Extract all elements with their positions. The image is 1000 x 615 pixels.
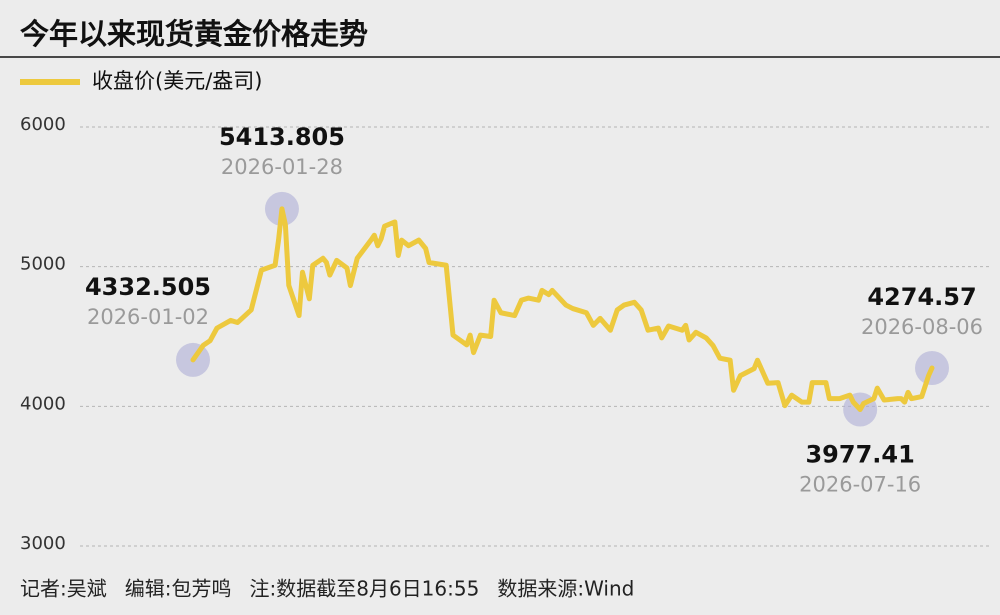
annotation-date: 2026-08-06: [861, 315, 983, 339]
y-tick-label: 6000: [20, 114, 66, 135]
annotation-value: 5413.805: [219, 123, 345, 151]
chart-title: 今年以来现货黄金价格走势: [20, 17, 368, 51]
annotation-date: 2026-01-02: [87, 305, 209, 329]
annotation-date: 2026-01-28: [221, 155, 343, 179]
annotation-date: 2026-07-16: [799, 472, 921, 496]
y-tick-label: 4000: [20, 393, 66, 414]
footer-text: 数据来源:Wind: [497, 577, 634, 601]
annotation-value: 4332.505: [85, 273, 211, 301]
footer-text: 编辑:包芳鸣: [125, 577, 232, 601]
annotation-value: 3977.41: [805, 440, 914, 468]
y-tick-label: 3000: [20, 533, 66, 554]
annotation-value: 4274.57: [867, 283, 976, 311]
price-line: [190, 206, 935, 412]
footer-text: 记者:吴斌: [20, 577, 107, 601]
y-tick-label: 5000: [20, 254, 66, 275]
footer-text: 注:数据截至8月6日16:55: [250, 577, 480, 601]
legend-label: 收盘价(美元/盎司): [92, 69, 262, 93]
